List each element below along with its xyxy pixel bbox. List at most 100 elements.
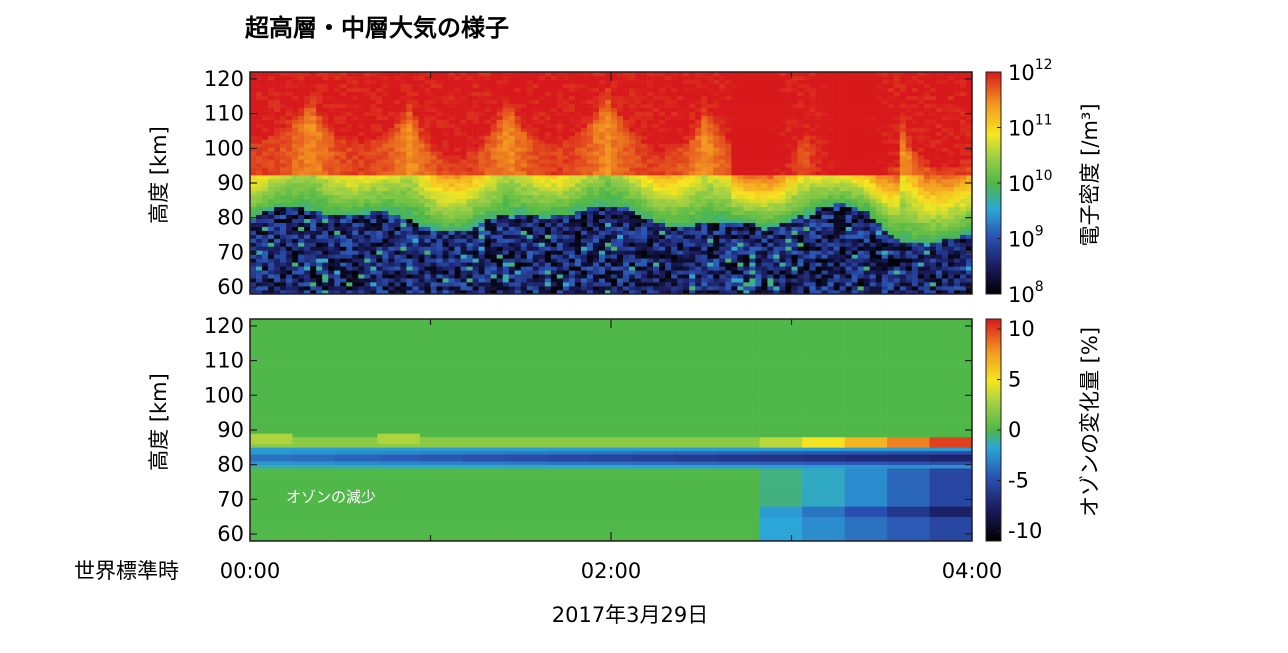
density-cell (755, 179, 762, 184)
density-cell (617, 79, 624, 85)
density-cell (496, 194, 503, 200)
density-cell (568, 274, 576, 279)
density-cell (568, 278, 576, 283)
density-cell (755, 266, 762, 271)
density-cell (484, 190, 491, 196)
density-cell (472, 139, 479, 144)
density-cell (731, 171, 738, 176)
density-cell (574, 194, 582, 200)
density-cell (761, 222, 768, 227)
density-cell (713, 131, 720, 136)
density-cell (592, 222, 600, 227)
density-cell (424, 107, 431, 112)
density-cell (442, 75, 449, 81)
density-cell (743, 198, 750, 204)
density-cell (635, 143, 642, 148)
density-cell (731, 127, 738, 132)
density-cell (454, 111, 461, 116)
density-cell (556, 266, 564, 271)
density-cell (424, 278, 431, 283)
density-cell (484, 127, 491, 132)
density-cell (520, 234, 528, 239)
density-cell (659, 254, 666, 259)
density-cell (749, 83, 756, 89)
density-cell (502, 91, 510, 97)
density-cell (677, 202, 684, 208)
density-cell (556, 79, 564, 85)
density-cell (779, 107, 786, 112)
density-cell (713, 163, 720, 168)
density-cell (695, 147, 702, 152)
density-cell (442, 139, 449, 144)
density-cell (430, 139, 437, 144)
density-cell (538, 91, 546, 97)
density-cell (611, 266, 618, 271)
density-cell (653, 238, 660, 243)
density-cell (526, 107, 534, 112)
density-cell (490, 95, 497, 101)
density-cell (731, 226, 738, 231)
density-cell (743, 238, 750, 243)
density-cell (743, 147, 750, 152)
density-cell (406, 147, 413, 152)
density-cell (761, 179, 768, 184)
density-cell (677, 206, 684, 212)
density-cell (659, 155, 666, 160)
density-cell (472, 238, 479, 243)
density-cell (604, 155, 612, 160)
density-cell (472, 206, 479, 212)
density-cell (683, 83, 690, 89)
density-cell (388, 194, 395, 200)
density-cell (478, 75, 485, 81)
density-cell (436, 151, 443, 156)
density-cell (328, 79, 335, 85)
density-cell (604, 159, 612, 164)
density-cell (779, 87, 786, 93)
density-cell (665, 282, 672, 287)
density-cell (779, 72, 786, 77)
density-cell (250, 258, 257, 263)
density-cell (671, 194, 678, 200)
density-cell (364, 290, 371, 295)
density-cell (749, 206, 756, 212)
density-cell (737, 194, 744, 200)
density-cell (683, 222, 690, 227)
density-cell (268, 250, 275, 255)
density-cell (659, 167, 666, 172)
density-cell (328, 183, 335, 188)
density-cell (647, 127, 654, 132)
density-cell (755, 286, 762, 291)
density-cell (761, 226, 768, 231)
density-cell (502, 135, 510, 140)
density-cell (286, 290, 293, 295)
density-cell (689, 230, 696, 235)
density-cell (460, 72, 467, 77)
density-cell (412, 83, 419, 89)
density-cell (592, 72, 600, 77)
density-cell (448, 242, 455, 247)
density-cell (677, 131, 684, 136)
density-cell (448, 147, 455, 152)
density-cell (653, 135, 660, 140)
density-cell (514, 175, 522, 180)
density-cell (586, 107, 594, 112)
density-cell (779, 186, 786, 192)
density-cell (316, 214, 323, 219)
density-cell (520, 194, 528, 200)
density-cell (352, 286, 359, 291)
density-cell (268, 266, 275, 271)
density-cell (358, 155, 365, 160)
density-cell (568, 111, 576, 116)
density-cell (677, 151, 684, 156)
density-cell (466, 218, 473, 223)
density-cell (388, 155, 395, 160)
density-cell (749, 72, 756, 77)
density-cell (430, 214, 437, 219)
density-cell (532, 139, 540, 144)
density-cell (598, 147, 606, 152)
density-cell (526, 226, 534, 231)
density-cell (436, 72, 443, 77)
density-cell (382, 127, 389, 132)
density-cell (310, 198, 317, 204)
density-cell (370, 266, 377, 271)
